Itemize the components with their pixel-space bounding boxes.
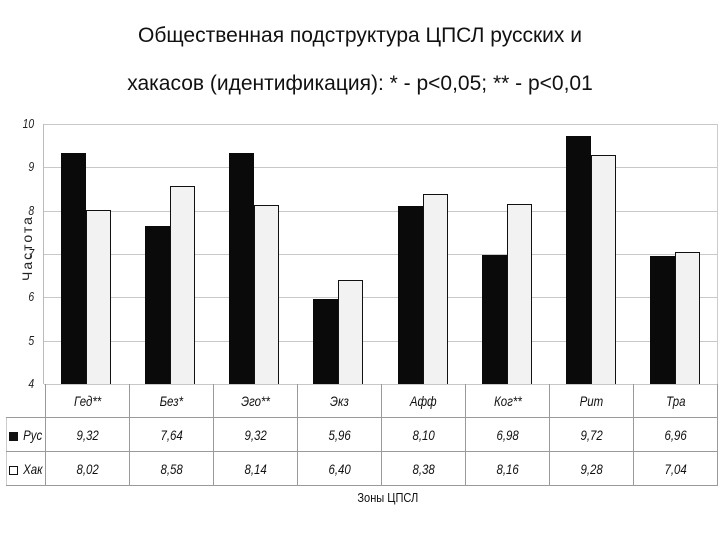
category-label: Рит [549,384,634,418]
chart-title-line-1: Общественная подструктура ЦПСЛ русских и [138,24,582,47]
x-axis-label: Зоны ЦПСЛ [357,490,419,505]
category-label: Экз [297,384,382,418]
y-tick-label: 8 [28,202,35,218]
table-cell: 9,32 [213,417,298,452]
table-cell: 6,98 [465,417,550,452]
bar-hak [338,280,364,384]
y-tick-label: 5 [28,332,35,348]
chart-title-line-2: хакасов (идентификация): * - p<0,05; ** … [127,72,593,95]
legend-hak: Хак [6,451,46,486]
table-cell: 6,40 [297,451,382,486]
bar-hak [506,203,532,384]
table-cell: 7,64 [129,417,214,452]
bar-rus [229,153,255,384]
table-cell: 8,38 [381,451,466,486]
bar-rus [481,254,507,384]
y-tick-label: 9 [28,159,35,175]
bar-rus [145,226,171,384]
table-corner [6,384,46,418]
data-table: Гед** Без* Эго** Экз Афф Ког** Рит Тра Рус 9,32… [6,384,718,486]
bar-hak [86,209,111,384]
bar-hak [422,194,448,384]
bar-rus [397,206,423,384]
y-tick-label: 7 [28,246,35,261]
category-label: Гед** [45,384,130,418]
table-cell: 7,04 [633,451,718,486]
table-cell: 8,02 [45,451,130,486]
table-cell: 9,32 [45,417,130,452]
table-row-hak: Хак 8,02 8,58 8,14 6,40 8,38 8,16 9,28 7,04 [6,451,718,486]
gridline [44,297,717,299]
table-cell: 6,96 [633,417,718,452]
category-label: Тра [633,384,718,418]
category-header-row: Гед** Без* Эго** Экз Афф Ког** Рит Тра [6,384,718,418]
plot-area [43,124,718,385]
table-cell: 5,96 [297,417,382,452]
gridline [44,167,717,169]
y-tick-label: 10 [22,116,35,131]
table-cell: 8,58 [129,451,214,486]
category-label: Эго** [213,384,298,418]
gridline [44,340,717,342]
bar-hak [674,252,700,384]
table-row-rus: Рус 9,32 7,64 9,32 5,96 8,10 6,98 9,72 6,96 [6,417,718,452]
bar-hak [170,185,196,384]
legend-swatch-black-icon [9,431,18,441]
category-label: Афф [381,384,466,418]
y-tick-label: 6 [28,289,35,305]
category-label: Ког** [465,384,550,418]
table-cell: 9,72 [549,417,634,452]
bar-hak [590,155,616,384]
y-tick-label: 4 [28,376,35,391]
bar-rus [61,153,86,384]
bar-rus [565,136,591,384]
gridline [44,254,717,255]
bar-rus [313,299,339,384]
gridline [44,210,717,212]
legend-rus: Рус [6,417,46,452]
table-cell: 8,16 [465,451,550,486]
bar-rus [649,255,675,384]
category-label: Без* [129,384,214,418]
legend-swatch-white-icon [9,465,18,475]
table-cell: 8,14 [213,451,298,486]
gridline [44,124,717,125]
table-cell: 9,28 [549,451,634,486]
table-cell: 8,10 [381,417,466,452]
bar-hak [254,204,280,384]
